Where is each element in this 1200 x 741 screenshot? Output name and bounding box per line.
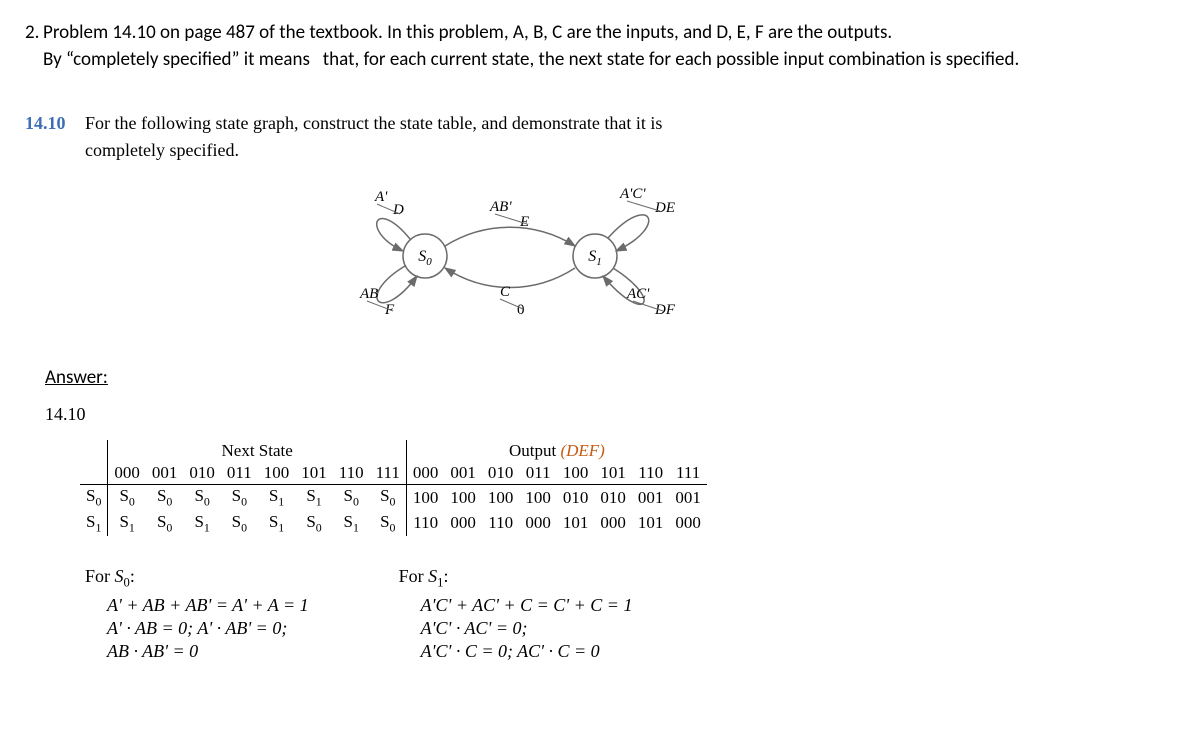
cell: S1 [333,511,370,536]
cell: S0 [370,511,407,536]
cell: S0 [221,485,258,511]
cell: S0 [183,485,221,511]
cell: S0 [146,511,184,536]
cell: S0 [333,485,370,511]
cell: 100 [444,485,482,511]
cell: 000 [444,511,482,536]
cell: 000 [594,511,632,536]
cell: S1 [108,511,146,536]
col-o001: 001 [444,462,482,485]
cell: 100 [519,485,557,511]
cell: S1 [183,511,221,536]
cell: 001 [669,485,707,511]
row-s0-label: S0 [80,485,108,511]
svg-text:D: D [392,202,404,218]
cell: 100 [406,485,444,511]
col-o100: 100 [557,462,595,485]
state-table: Next State Output (DEF) 000 001 010 011 … [80,440,1175,536]
svg-text:0: 0 [517,302,525,318]
hdr-output: Output (DEF) [406,440,707,462]
col-o011: 011 [519,462,557,485]
cell: 110 [482,511,520,536]
cell: 100 [482,485,520,511]
state-diagram: S0 S1 A' D AB F AB' E C 0 A'C' DE AC' DF [305,176,1175,341]
cell: 110 [406,511,444,536]
col-001: 001 [146,462,184,485]
proof-s0-hdr: For S0: [85,566,309,591]
proof-line: A'C' · C = 0; AC' · C = 0 [421,641,633,662]
cell: S0 [370,485,407,511]
col-o101: 101 [594,462,632,485]
q-line1: Problem 14.10 on page 487 of the textboo… [43,20,892,47]
proof-line: A'C' + AC' + C = C' + C = 1 [421,595,633,616]
svg-text:C: C [500,284,511,300]
proofs: For S0: A' + AB + AB' = A' + A = 1 A' · … [85,566,1175,664]
cell: 101 [557,511,595,536]
col-o010: 010 [482,462,520,485]
svg-text:AC': AC' [626,286,650,302]
col-111: 111 [370,462,407,485]
cell: 000 [519,511,557,536]
cell: 010 [557,485,595,511]
proof-line: A'C' · AC' = 0; [421,618,633,639]
cell: S0 [146,485,184,511]
svg-text:A'C': A'C' [619,186,646,202]
cell: 001 [632,485,670,511]
svg-text:DE: DE [654,200,675,216]
problem-text-2: completely specified. [85,140,1175,161]
hdr-next-state: Next State [108,440,407,462]
proof-line: A' + AB + AB' = A' + A = 1 [107,595,309,616]
col-o111: 111 [669,462,707,485]
svg-text:AB': AB' [489,199,512,215]
svg-text:AB: AB [359,286,378,302]
cell: 101 [632,511,670,536]
col-110: 110 [333,462,370,485]
problem-number: 14.10 [25,113,85,134]
proof-s0: For S0: A' + AB + AB' = A' + A = 1 A' · … [85,566,309,664]
col-011: 011 [221,462,258,485]
cell: 010 [594,485,632,511]
cell: S1 [258,485,296,511]
proof-s1-hdr: For S1: [399,566,633,591]
cell: S1 [258,511,296,536]
proof-line: AB · AB' = 0 [107,641,309,662]
col-o000: 000 [406,462,444,485]
col-010: 010 [183,462,221,485]
question-intro: 2. Problem 14.10 on page 487 of the text… [25,20,1175,73]
problem-row: 14.10 For the following state graph, con… [25,113,1175,134]
proof-line: A' · AB = 0; A' · AB' = 0; [107,618,309,639]
svg-text:DF: DF [654,302,676,318]
q-line2: By “completely specified” it means that,… [43,47,1175,74]
row-s1-label: S1 [80,511,108,536]
answer-number: 14.10 [45,404,1175,425]
col-101: 101 [295,462,333,485]
cell: S0 [221,511,258,536]
col-000: 000 [108,462,146,485]
proof-s1: For S1: A'C' + AC' + C = C' + C = 1 A'C'… [399,566,633,664]
svg-text:A': A' [374,189,388,205]
q-num: 2. [25,20,43,47]
cell: S1 [295,485,333,511]
cell: S0 [108,485,146,511]
col-o110: 110 [632,462,670,485]
answer-heading: Answer: [45,366,1175,389]
cell: S0 [295,511,333,536]
cell: 000 [669,511,707,536]
problem-text-1: For the following state graph, construct… [85,113,662,134]
col-100: 100 [258,462,296,485]
